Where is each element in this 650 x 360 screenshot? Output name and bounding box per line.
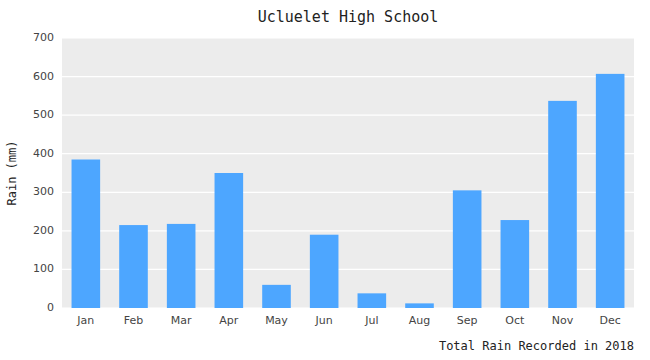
bar bbox=[72, 160, 101, 309]
bar bbox=[119, 225, 148, 308]
x-tick-label: Jul bbox=[364, 314, 378, 327]
y-tick-label: 700 bbox=[33, 31, 54, 44]
x-tick-label: Apr bbox=[219, 314, 239, 327]
x-tick-label: Mar bbox=[171, 314, 192, 327]
chart-container: 0 100 200 300 400 500 600 700 Jan Feb Mar Apr May Jun… bbox=[0, 0, 650, 360]
bar bbox=[405, 303, 434, 308]
bar bbox=[215, 173, 244, 308]
bar bbox=[501, 220, 530, 308]
x-tick-label: Jan bbox=[76, 314, 94, 327]
x-tick-label: Nov bbox=[552, 314, 574, 327]
grid-line bbox=[62, 37, 634, 38]
bar bbox=[167, 224, 196, 308]
y-axis-label: Rain (mm) bbox=[5, 140, 19, 205]
x-axis: Jan Feb Mar Apr May Jun Jul Aug Sep Oct Nov Dec bbox=[76, 314, 620, 327]
x-tick-label: Oct bbox=[505, 314, 525, 327]
bars bbox=[72, 74, 625, 308]
chart-svg: 0 100 200 300 400 500 600 700 Jan Feb Mar Apr May Jun… bbox=[0, 0, 650, 360]
x-tick-label: May bbox=[265, 314, 288, 327]
y-tick-label: 0 bbox=[47, 301, 54, 314]
x-tick-label: Jun bbox=[315, 314, 333, 327]
plot-background bbox=[62, 38, 634, 308]
x-tick-label: Sep bbox=[457, 314, 478, 327]
bar bbox=[310, 235, 339, 308]
y-tick-label: 300 bbox=[33, 185, 54, 198]
bar bbox=[596, 74, 625, 308]
y-tick-label: 500 bbox=[33, 108, 54, 121]
bar bbox=[358, 293, 387, 308]
y-tick-label: 100 bbox=[33, 262, 54, 275]
x-tick-label: Aug bbox=[409, 314, 430, 327]
y-tick-label: 600 bbox=[33, 70, 54, 83]
bar bbox=[453, 190, 482, 308]
x-tick-label: Feb bbox=[124, 314, 143, 327]
bar bbox=[548, 101, 577, 308]
title: Ucluelet High School bbox=[258, 8, 439, 26]
y-tick-label: 200 bbox=[33, 224, 54, 237]
grid-line bbox=[62, 76, 634, 77]
y-axis: 0 100 200 300 400 500 600 700 bbox=[33, 31, 634, 314]
bar bbox=[262, 285, 291, 308]
y-tick-label: 400 bbox=[33, 147, 54, 160]
x-tick-label: Dec bbox=[600, 314, 621, 327]
x-axis-label: Total Rain Recorded in 2018 bbox=[439, 339, 634, 353]
